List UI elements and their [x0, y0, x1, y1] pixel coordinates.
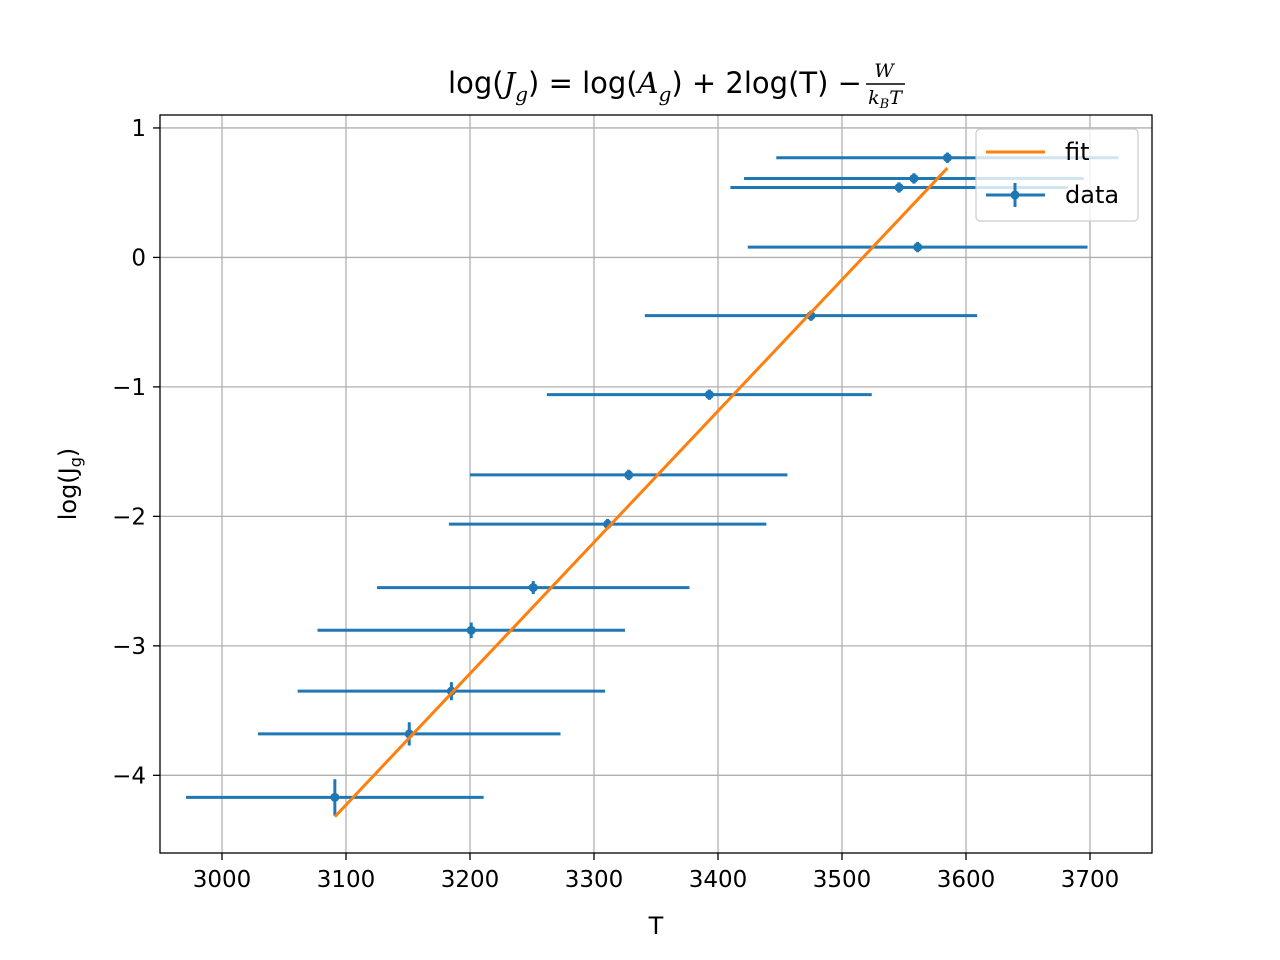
x-tick-label: 3000: [193, 867, 252, 893]
legend-data-label: data: [1065, 181, 1119, 209]
data-marker: [528, 583, 538, 593]
data-point: [747, 241, 1088, 253]
data-point: [317, 622, 625, 639]
data-marker: [894, 183, 904, 193]
data-point: [186, 779, 484, 816]
title-fraction: W kBT: [866, 60, 905, 112]
x-tick-label: 3600: [937, 867, 996, 893]
data-marker: [704, 390, 714, 400]
plot-area: [186, 152, 1119, 818]
data-marker: [913, 242, 923, 252]
x-tick-label: 3100: [317, 867, 376, 893]
x-tick-label: 3300: [565, 867, 624, 893]
x-tick-label: 3500: [813, 867, 872, 893]
data-marker: [909, 173, 919, 183]
data-marker: [466, 625, 476, 635]
title-fraction-numerator: W: [874, 60, 895, 82]
legend-fit-label: fit: [1065, 138, 1090, 166]
y-tick-label: −2: [112, 504, 146, 530]
y-tick-label: 1: [131, 116, 146, 142]
data-marker: [624, 470, 634, 480]
legend: fit data: [975, 128, 1139, 222]
x-tick-label: 3200: [441, 867, 500, 893]
x-tick-label: 3400: [689, 867, 748, 893]
y-tick-label: −3: [112, 634, 146, 660]
title-fraction-denominator: kBT: [868, 87, 903, 112]
axes-frame: [159, 114, 1153, 854]
data-marker: [330, 792, 340, 802]
legend-data-marker: [1010, 190, 1020, 200]
x-tick-label: 3700: [1061, 867, 1120, 893]
y-axis-label: log(Jg): [54, 448, 85, 521]
axis-ticks: 3000 3100 3200 3300 3400 3500 3600 3700 1 0 −1 −2 −3…: [112, 116, 1119, 893]
data-marker: [942, 153, 952, 163]
y-tick-label: 0: [131, 245, 146, 271]
grid: [160, 115, 1152, 853]
chart-title: log(Jg) = log(Ag) + 2log(T) −: [448, 66, 862, 106]
x-axis-label: T: [648, 912, 664, 940]
data-point: [377, 581, 690, 595]
data-point: [546, 389, 872, 400]
y-tick-label: −4: [112, 763, 146, 789]
data-point: [470, 469, 788, 481]
y-tick-label: −1: [112, 375, 146, 401]
fit-line: [333, 167, 949, 818]
